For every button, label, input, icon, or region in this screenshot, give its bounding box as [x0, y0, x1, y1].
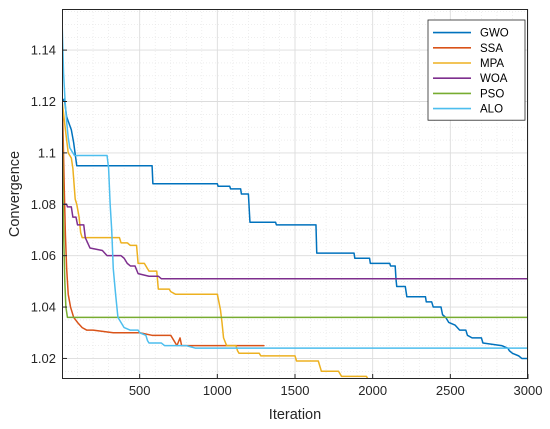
- y-axis-label: Convergence: [7, 151, 23, 237]
- series-line-woa: [62, 9, 528, 280]
- series-line-gwo: [62, 98, 528, 360]
- x-tick-label: 1500: [281, 383, 310, 398]
- series-line-mpa: [62, 100, 528, 379]
- x-tick-label: 2000: [358, 383, 387, 398]
- axis-ticks: 500 1000 1500 2000 2500 3000 1.02 1.04 1.06 1.08 1…: [31, 43, 543, 398]
- legend-label-pso: PSO: [480, 88, 504, 100]
- legend-label-gwo: GWO: [480, 28, 509, 40]
- y-tick-label: 1.1: [38, 145, 56, 160]
- y-tick-label: 1.04: [31, 300, 56, 315]
- x-tick-label: 1000: [203, 383, 232, 398]
- x-tick-label: 3000: [514, 383, 543, 398]
- x-tick-label: 500: [129, 383, 151, 398]
- legend: GWO SSA MPA WOA PSO ALO: [427, 19, 526, 121]
- series-line-alo: [62, 23, 528, 349]
- y-tick-label: 1.06: [31, 248, 56, 263]
- legend-label-woa: WOA: [480, 73, 508, 85]
- y-tick-label: 1.12: [31, 94, 56, 109]
- x-axis-label: Iteration: [269, 407, 321, 423]
- y-tick-label: 1.02: [31, 351, 56, 366]
- legend-box: [427, 19, 526, 121]
- legend-label-alo: ALO: [480, 104, 503, 116]
- legend-label-ssa: SSA: [480, 43, 503, 55]
- x-tick-label: 2500: [436, 383, 465, 398]
- legend-label-mpa: MPA: [480, 58, 504, 70]
- series-line-ssa: [62, 95, 265, 347]
- y-tick-label: 1.08: [31, 197, 56, 212]
- y-tick-label: 1.14: [31, 43, 56, 58]
